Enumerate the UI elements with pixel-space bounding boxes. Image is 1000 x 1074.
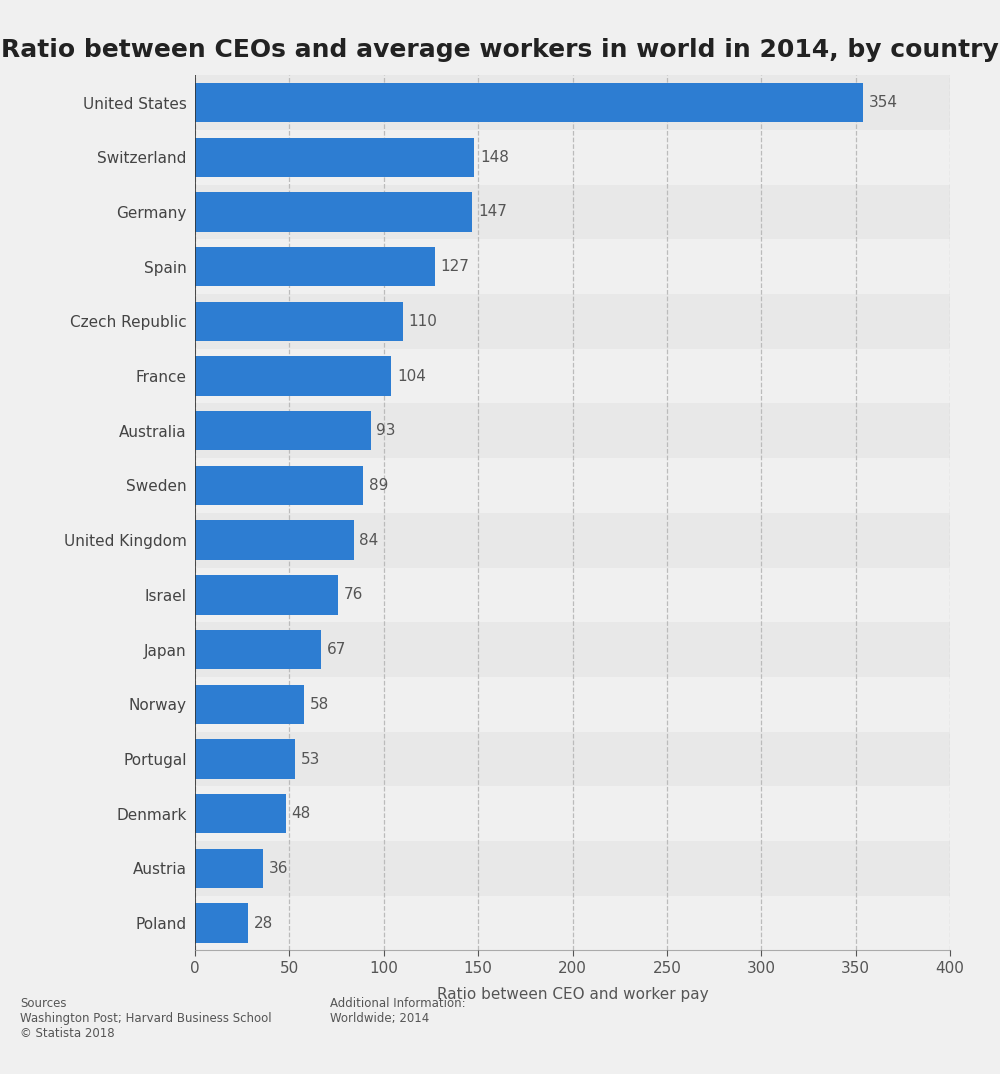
- Bar: [195, 684, 304, 724]
- Bar: [195, 739, 295, 779]
- Text: 76: 76: [344, 587, 363, 603]
- Text: 110: 110: [408, 314, 437, 329]
- Text: 147: 147: [478, 204, 507, 219]
- Bar: [195, 294, 950, 349]
- Bar: [195, 192, 472, 232]
- Text: 104: 104: [397, 368, 426, 383]
- Bar: [195, 459, 950, 513]
- Bar: [195, 349, 950, 404]
- Bar: [195, 411, 371, 450]
- Text: 67: 67: [327, 642, 347, 657]
- Text: 28: 28: [254, 916, 273, 931]
- Text: 354: 354: [869, 95, 898, 110]
- Text: 127: 127: [440, 259, 469, 274]
- Bar: [195, 794, 286, 833]
- Bar: [195, 137, 474, 177]
- Bar: [195, 903, 248, 943]
- Bar: [195, 240, 950, 294]
- Bar: [195, 130, 950, 185]
- Bar: [195, 630, 321, 669]
- Text: 148: 148: [480, 149, 509, 164]
- Bar: [195, 83, 863, 122]
- Bar: [195, 521, 354, 560]
- Bar: [195, 567, 950, 622]
- Text: 89: 89: [369, 478, 388, 493]
- Bar: [195, 848, 263, 888]
- Bar: [195, 357, 391, 395]
- Bar: [195, 404, 950, 459]
- Text: 58: 58: [310, 697, 329, 712]
- Text: Additional Information:
Worldwide; 2014: Additional Information: Worldwide; 2014: [330, 997, 466, 1025]
- Bar: [195, 731, 950, 786]
- Bar: [195, 302, 403, 342]
- Text: 53: 53: [301, 752, 320, 767]
- Bar: [195, 185, 950, 240]
- Text: 48: 48: [291, 807, 311, 822]
- Bar: [195, 576, 338, 614]
- Bar: [195, 841, 950, 896]
- Bar: [195, 466, 363, 505]
- X-axis label: Ratio between CEO and worker pay: Ratio between CEO and worker pay: [437, 987, 708, 1002]
- Bar: [195, 247, 435, 287]
- Text: Sources
Washington Post; Harvard Business School
© Statista 2018: Sources Washington Post; Harvard Busines…: [20, 997, 272, 1040]
- Text: 36: 36: [269, 861, 288, 876]
- Bar: [195, 622, 950, 677]
- Bar: [195, 786, 950, 841]
- Text: 93: 93: [376, 423, 396, 438]
- Text: 84: 84: [359, 533, 378, 548]
- Bar: [195, 896, 950, 950]
- Text: Ratio between CEOs and average workers in world in 2014, by country: Ratio between CEOs and average workers i…: [1, 38, 999, 61]
- Bar: [195, 677, 950, 731]
- Bar: [195, 75, 950, 130]
- Bar: [195, 513, 950, 567]
